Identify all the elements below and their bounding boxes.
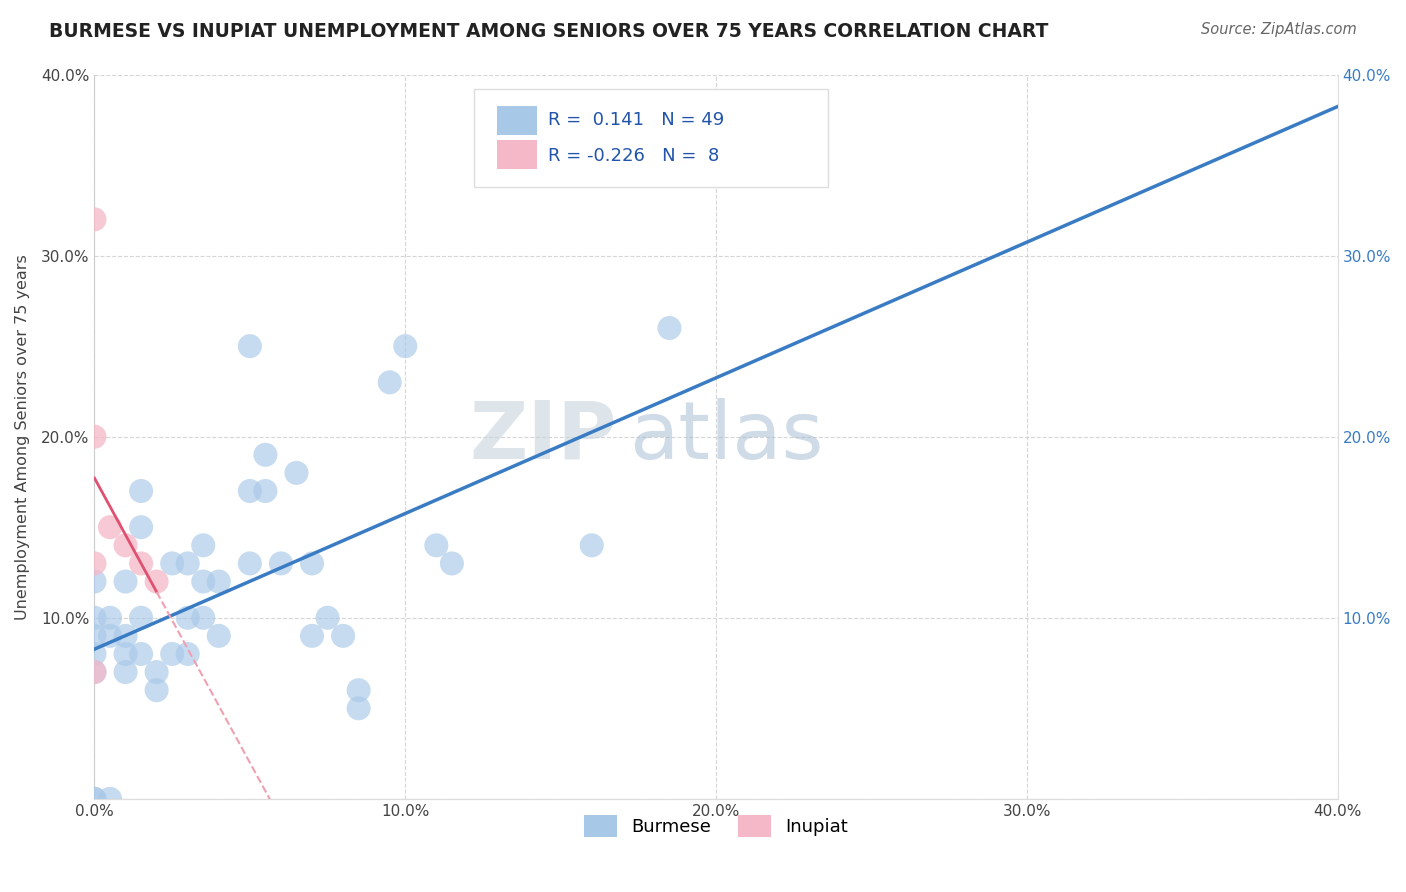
Point xyxy=(301,629,323,643)
Point xyxy=(98,792,121,806)
Point xyxy=(316,611,339,625)
Point xyxy=(440,557,463,571)
Point xyxy=(193,538,215,552)
Point xyxy=(114,538,136,552)
Point xyxy=(285,466,308,480)
Point xyxy=(114,647,136,661)
Point xyxy=(145,574,167,589)
FancyBboxPatch shape xyxy=(474,89,828,186)
Point xyxy=(332,629,354,643)
Point xyxy=(301,557,323,571)
Point xyxy=(114,629,136,643)
Point xyxy=(83,647,105,661)
Text: ZIP: ZIP xyxy=(470,398,617,475)
Point xyxy=(83,611,105,625)
Point xyxy=(98,629,121,643)
Point xyxy=(83,574,105,589)
Text: atlas: atlas xyxy=(628,398,824,475)
Legend: Burmese, Inupiat: Burmese, Inupiat xyxy=(576,807,855,844)
Point xyxy=(177,647,200,661)
Point xyxy=(114,665,136,679)
Point xyxy=(254,448,277,462)
Point xyxy=(239,483,262,498)
Point xyxy=(129,557,152,571)
Point xyxy=(193,611,215,625)
Y-axis label: Unemployment Among Seniors over 75 years: Unemployment Among Seniors over 75 years xyxy=(15,254,30,620)
Point xyxy=(581,538,603,552)
Point xyxy=(208,629,231,643)
Point xyxy=(270,557,292,571)
Point xyxy=(425,538,447,552)
Point xyxy=(83,792,105,806)
Text: R =  0.141   N = 49: R = 0.141 N = 49 xyxy=(548,112,724,129)
Point xyxy=(83,665,105,679)
Point xyxy=(347,701,370,715)
Point xyxy=(254,483,277,498)
FancyBboxPatch shape xyxy=(498,140,537,169)
Point xyxy=(129,520,152,534)
Point xyxy=(208,574,231,589)
Point xyxy=(129,647,152,661)
Point xyxy=(98,520,121,534)
Point xyxy=(347,683,370,698)
Point xyxy=(83,430,105,444)
Point xyxy=(83,792,105,806)
Point xyxy=(160,647,183,661)
Point xyxy=(177,557,200,571)
Point xyxy=(98,611,121,625)
Point xyxy=(129,611,152,625)
Point xyxy=(83,629,105,643)
Point xyxy=(193,574,215,589)
Text: Source: ZipAtlas.com: Source: ZipAtlas.com xyxy=(1201,22,1357,37)
Point xyxy=(658,321,681,335)
Point xyxy=(114,574,136,589)
Point xyxy=(129,483,152,498)
Point xyxy=(145,665,167,679)
Point xyxy=(83,665,105,679)
Text: BURMESE VS INUPIAT UNEMPLOYMENT AMONG SENIORS OVER 75 YEARS CORRELATION CHART: BURMESE VS INUPIAT UNEMPLOYMENT AMONG SE… xyxy=(49,22,1049,41)
Point xyxy=(160,557,183,571)
Point xyxy=(145,683,167,698)
Point xyxy=(177,611,200,625)
FancyBboxPatch shape xyxy=(498,105,537,135)
Point xyxy=(378,376,401,390)
Point xyxy=(83,557,105,571)
Point xyxy=(394,339,416,353)
Point xyxy=(83,212,105,227)
Point xyxy=(239,557,262,571)
Text: R = -0.226   N =  8: R = -0.226 N = 8 xyxy=(548,147,720,165)
Point xyxy=(239,339,262,353)
